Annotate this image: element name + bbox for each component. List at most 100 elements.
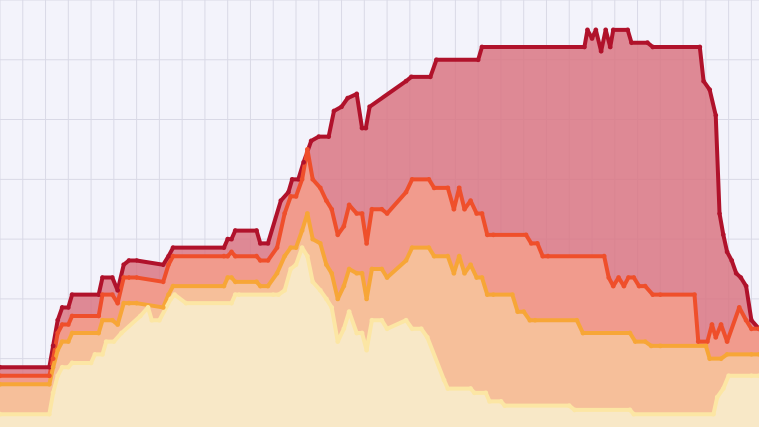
series-1-point <box>707 87 713 93</box>
series-3-point <box>657 343 663 349</box>
series-2-point <box>254 253 259 259</box>
series-4-point <box>354 330 360 336</box>
series-4-point <box>424 334 430 340</box>
series-2-point <box>335 232 341 238</box>
series-1-point <box>166 253 171 259</box>
series-4-point <box>304 253 310 259</box>
series-2-point <box>631 275 637 280</box>
series-1-point <box>743 283 749 289</box>
series-1-point <box>109 275 115 280</box>
series-2-point <box>409 176 415 182</box>
series-4-point <box>379 317 385 323</box>
series-4-point <box>69 360 75 366</box>
series-3-point <box>627 330 633 336</box>
series-2-point <box>743 317 749 323</box>
series-3-point <box>445 253 451 259</box>
series-2-point <box>0 373 3 379</box>
series-1-point <box>408 74 414 80</box>
series-3-point <box>65 339 71 344</box>
series-4-point <box>572 407 577 413</box>
series-4-point <box>59 364 65 370</box>
series-2-point <box>121 275 127 280</box>
series-2-point <box>606 275 612 280</box>
series-3-point <box>642 339 648 344</box>
series-3-point <box>221 283 227 289</box>
series-3-point <box>718 356 724 362</box>
series-4-point <box>720 386 726 391</box>
series-1-point <box>363 125 369 131</box>
series-1-point <box>134 258 140 263</box>
series-1-point <box>286 189 291 195</box>
series-2-point <box>229 249 234 255</box>
series-4-point <box>714 394 720 400</box>
data-points <box>0 27 759 417</box>
series-2-point <box>109 292 115 298</box>
series-1-point <box>46 364 52 370</box>
series-2-point <box>736 305 742 310</box>
series-2-point <box>69 313 75 319</box>
series-3-point <box>46 381 52 387</box>
series-3-point <box>479 275 485 280</box>
series-3-point <box>323 262 329 268</box>
series-4-point <box>409 326 415 332</box>
series-4-point <box>471 390 477 396</box>
series-3-point <box>521 309 527 315</box>
series-4-point <box>145 305 151 310</box>
series-2-point <box>451 206 457 212</box>
series-3-point <box>0 381 3 387</box>
series-3-point <box>170 283 176 289</box>
series-3-point <box>115 322 121 327</box>
series-3-point <box>329 270 335 276</box>
series-3-point <box>304 211 310 216</box>
series-2-point <box>100 292 105 298</box>
series-4-point <box>502 403 508 409</box>
series-2-point <box>299 176 305 182</box>
series-1-point <box>278 198 284 204</box>
series-4-point <box>323 296 329 302</box>
series-2-point <box>288 194 294 199</box>
series-2-point <box>379 206 385 212</box>
series-2-point <box>713 334 719 340</box>
series-2-point <box>749 326 754 332</box>
series-2-point <box>304 147 310 152</box>
series-1-point <box>359 125 365 131</box>
series-3-point <box>756 352 759 357</box>
series-1-point <box>257 240 263 246</box>
series-4-point <box>88 360 94 366</box>
series-1-point <box>326 134 332 140</box>
series-2-point <box>134 275 140 280</box>
series-2-point <box>456 185 462 191</box>
series-1-point <box>713 112 719 118</box>
series-4-point <box>627 407 633 413</box>
series-1-point <box>610 27 616 33</box>
series-1-point <box>100 275 105 280</box>
series-1-point <box>170 245 176 251</box>
series-1-point <box>316 134 322 140</box>
series-2-point <box>359 211 365 216</box>
series-3-point <box>288 245 294 251</box>
series-2-point <box>479 211 485 216</box>
series-3-point <box>632 339 638 344</box>
series-2-point <box>626 275 631 280</box>
series-3-point <box>317 240 323 246</box>
series-1-point <box>697 44 703 50</box>
series-1-point <box>55 317 61 323</box>
series-1-point <box>720 232 726 238</box>
series-3-point <box>532 317 538 323</box>
series-3-point <box>509 292 515 298</box>
series-4-point <box>631 411 637 417</box>
series-3-point <box>354 270 360 276</box>
series-4-point <box>341 326 347 332</box>
series-1-point <box>160 262 166 268</box>
series-3-point <box>468 262 473 268</box>
series-1-point <box>225 236 231 242</box>
series-2-point <box>341 223 347 229</box>
series-2-point <box>540 253 546 259</box>
series-1-point <box>650 44 656 50</box>
series-3-point <box>265 283 271 289</box>
series-2-point <box>468 198 473 204</box>
series-3-point <box>229 275 234 280</box>
series-3-point <box>232 279 238 285</box>
series-2-point <box>364 240 369 246</box>
series-3-point <box>431 253 437 259</box>
